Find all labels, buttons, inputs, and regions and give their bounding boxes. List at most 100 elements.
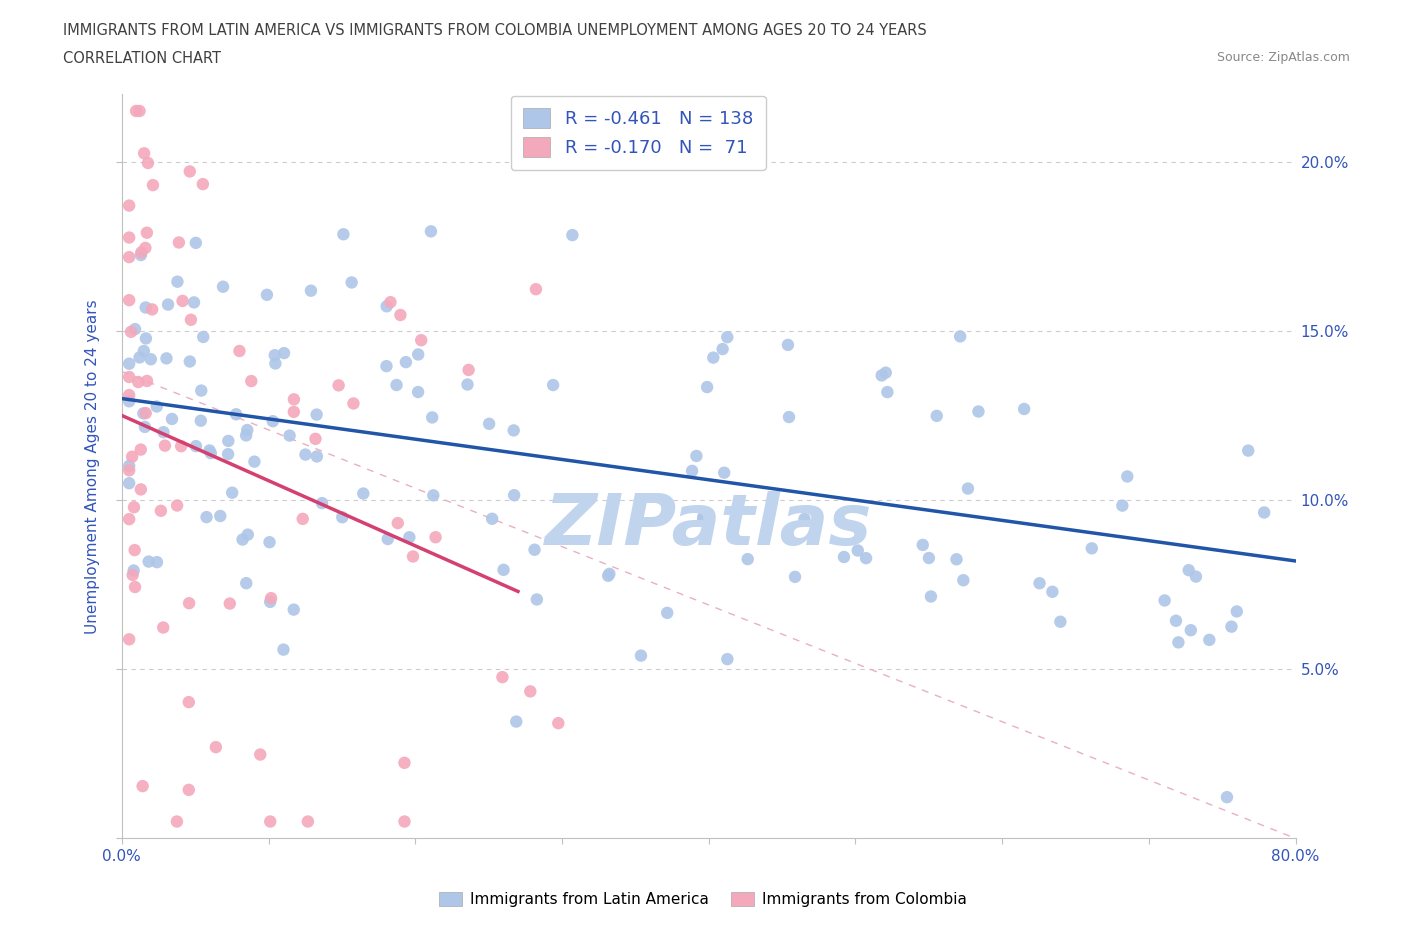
Point [124, 322, 146, 337]
Point [1253, 505, 1275, 520]
Point [1237, 444, 1260, 458]
Point [380, 295, 402, 310]
Point [1216, 790, 1239, 804]
Point [389, 308, 412, 323]
Point [235, 428, 257, 443]
Point [1116, 469, 1139, 484]
Point [232, 532, 254, 547]
Point [243, 454, 266, 469]
Point [153, 438, 176, 453]
Point [855, 551, 877, 565]
Legend: Immigrants from Latin America, Immigrants from Colombia: Immigrants from Latin America, Immigrant… [433, 885, 973, 913]
Point [956, 481, 979, 496]
Text: ZIPatlas: ZIPatlas [546, 491, 872, 560]
Point [377, 532, 399, 547]
Point [141, 302, 163, 317]
Point [136, 374, 159, 389]
Point [945, 551, 967, 566]
Point [524, 282, 547, 297]
Point [297, 814, 319, 829]
Point [737, 551, 759, 566]
Point [425, 530, 447, 545]
Point [481, 512, 503, 526]
Point [681, 463, 703, 478]
Point [502, 423, 524, 438]
Point [1081, 541, 1104, 556]
Point [193, 329, 215, 344]
Point [127, 375, 149, 390]
Point [195, 510, 218, 525]
Point [526, 592, 548, 607]
Point [166, 814, 188, 829]
Point [561, 228, 583, 243]
Point [145, 399, 167, 414]
Point [713, 465, 735, 480]
Point [519, 684, 541, 698]
Point [340, 275, 363, 290]
Point [1177, 563, 1199, 578]
Point [305, 407, 328, 422]
Point [278, 428, 301, 443]
Point [920, 589, 942, 604]
Point [352, 486, 374, 501]
Point [967, 404, 990, 418]
Point [657, 605, 679, 620]
Point [925, 408, 948, 423]
Point [716, 330, 738, 345]
Point [121, 449, 143, 464]
Point [135, 300, 157, 315]
Point [259, 535, 281, 550]
Point [846, 543, 869, 558]
Point [702, 351, 724, 365]
Point [184, 439, 207, 454]
Point [273, 346, 295, 361]
Point [170, 439, 193, 454]
Point [685, 448, 707, 463]
Point [152, 425, 174, 440]
Point [876, 385, 898, 400]
Point [129, 247, 152, 262]
Point [457, 377, 479, 392]
Point [283, 405, 305, 419]
Point [260, 591, 283, 605]
Point [330, 510, 353, 525]
Point [118, 388, 141, 403]
Point [212, 279, 235, 294]
Point [375, 299, 398, 313]
Point [1220, 619, 1243, 634]
Point [135, 405, 157, 420]
Point [402, 549, 425, 564]
Point [134, 241, 156, 256]
Point [179, 354, 201, 369]
Point [523, 542, 546, 557]
Point [778, 409, 800, 424]
Point [299, 284, 322, 299]
Point [236, 422, 259, 437]
Point [118, 230, 141, 245]
Point [949, 329, 972, 344]
Point [160, 412, 183, 427]
Point [198, 443, 221, 458]
Point [135, 225, 157, 240]
Point [132, 343, 155, 358]
Point [783, 569, 806, 584]
Point [142, 178, 165, 193]
Point [177, 695, 200, 710]
Point [692, 510, 714, 525]
Point [118, 512, 141, 526]
Point [191, 177, 214, 192]
Point [120, 325, 142, 339]
Point [218, 596, 240, 611]
Point [166, 274, 188, 289]
Point [118, 293, 141, 308]
Point [832, 550, 855, 565]
Point [217, 433, 239, 448]
Point [122, 563, 145, 578]
Point [166, 498, 188, 513]
Point [385, 378, 408, 392]
Point [793, 512, 815, 526]
Point [155, 351, 177, 365]
Point [128, 103, 150, 118]
Point [1180, 623, 1202, 638]
Point [228, 343, 250, 358]
